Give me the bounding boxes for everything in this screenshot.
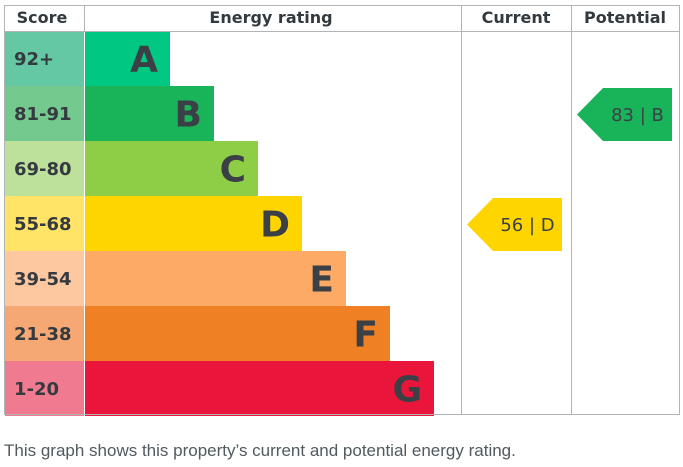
rating-letter-e: E	[309, 260, 334, 301]
header-score: Score	[17, 8, 68, 27]
score-cell-e	[5, 251, 84, 306]
score-cell-b	[5, 86, 84, 141]
rating-bar-g	[85, 361, 434, 416]
rating-bar-f	[85, 306, 390, 361]
header-current: Current	[482, 8, 551, 27]
rating-bar-c	[85, 141, 258, 196]
score-cell-g	[5, 361, 84, 416]
potential-rating-label: 83 | B	[611, 105, 664, 126]
rating-bar-d	[85, 196, 302, 251]
rating-letter-f: F	[353, 315, 378, 356]
rating-arrows: 56 | D 83 | B	[467, 88, 672, 251]
epc-chart: Score Energy rating Current Potential 92…	[4, 5, 680, 416]
rating-bar-b	[85, 86, 214, 141]
header-row: Score Energy rating Current Potential	[17, 8, 666, 27]
header-energy-rating: Energy rating	[209, 8, 332, 27]
rating-letter-g: G	[392, 370, 422, 411]
rating-letter-c: C	[220, 150, 246, 191]
score-label-c: 69-80	[14, 159, 72, 180]
chart-caption: This graph shows this property’s current…	[4, 441, 516, 460]
rating-bands: 92+ A 81-91 B 69-80 C 55-68 D 39-54 E 21-38 F 1-20 G	[5, 31, 434, 416]
header-potential: Potential	[584, 8, 666, 27]
rating-letter-a: A	[130, 40, 158, 81]
rating-bar-a	[85, 31, 170, 86]
score-label-a: 92+	[14, 49, 54, 70]
score-label-b: 81-91	[14, 104, 72, 125]
score-label-g: 1-20	[14, 379, 59, 400]
current-rating-arrow	[467, 198, 562, 251]
rating-letter-d: D	[260, 205, 290, 246]
score-cell-a	[5, 31, 84, 86]
current-rating-label: 56 | D	[500, 215, 554, 236]
rating-bar-e	[85, 251, 346, 306]
score-cell-c	[5, 141, 84, 196]
table-grid	[4, 5, 680, 415]
score-label-f: 21-38	[14, 324, 72, 345]
score-cell-d	[5, 196, 84, 251]
score-cell-f	[5, 306, 84, 361]
score-label-e: 39-54	[14, 269, 72, 290]
rating-letter-b: B	[175, 95, 202, 136]
potential-rating-arrow	[577, 88, 672, 141]
score-label-d: 55-68	[14, 214, 72, 235]
table-border	[4, 5, 680, 415]
